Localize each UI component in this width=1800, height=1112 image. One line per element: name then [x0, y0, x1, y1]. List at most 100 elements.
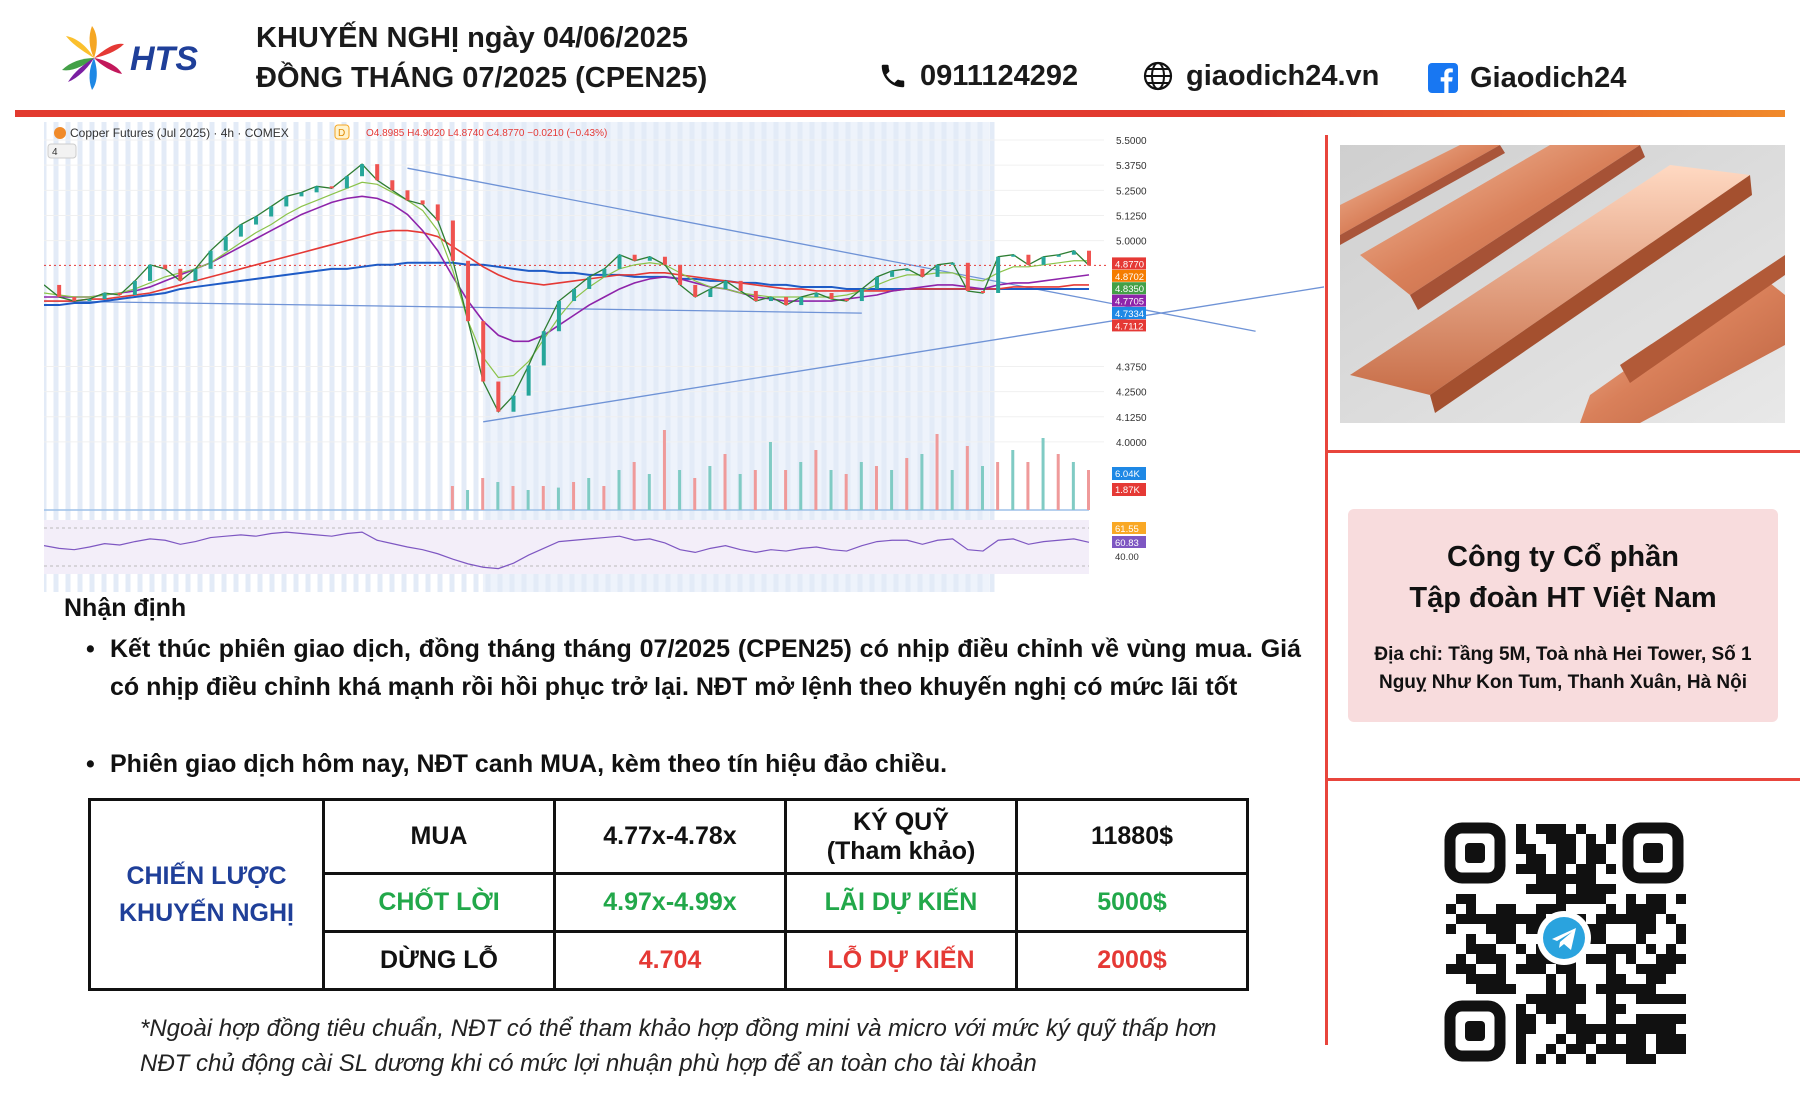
price-candle	[617, 254, 622, 269]
phone-icon	[881, 64, 905, 88]
indicator-count: 4	[52, 147, 58, 158]
qr-module	[1676, 934, 1686, 944]
qr-module	[1526, 924, 1536, 934]
qr-module	[1536, 854, 1546, 864]
price-candle	[905, 268, 910, 271]
hts-logo: HTS	[58, 22, 208, 94]
qr-module	[1446, 924, 1456, 934]
qr-module	[1516, 914, 1526, 924]
qr-module	[1546, 1004, 1556, 1014]
trendline	[43, 300, 862, 314]
volume-label: 1.87K	[1115, 485, 1140, 496]
rsi-label: 40.00	[1115, 552, 1139, 563]
qr-module	[1556, 884, 1566, 894]
price-candle	[375, 164, 380, 181]
price-label: 4.8702	[1115, 272, 1144, 283]
volume-bar	[738, 474, 742, 510]
website-link[interactable]: giaodich24.vn	[1142, 56, 1379, 96]
series-ma_slow	[44, 229, 1089, 302]
price-candle	[360, 164, 365, 177]
series-ma_fast	[43, 181, 1089, 379]
margin-value: 11880$	[1015, 798, 1249, 875]
qr-module	[1596, 884, 1606, 894]
price-candle	[481, 321, 486, 382]
qr-module	[1606, 824, 1616, 834]
qr-module	[1606, 964, 1616, 974]
qr-module	[1486, 974, 1496, 984]
price-label-box	[1112, 282, 1146, 295]
analysis-text-1: Kết thúc phiên giao dịch, đồng tháng thá…	[110, 635, 1301, 701]
qr-module	[1526, 994, 1536, 1004]
qr-module	[1566, 1044, 1576, 1054]
facebook-icon	[1428, 63, 1458, 93]
volume-bar	[1087, 470, 1090, 510]
qr-module	[1516, 944, 1526, 954]
qr-module	[1456, 954, 1466, 964]
qr-module	[1546, 1044, 1556, 1054]
qr-module	[1456, 894, 1466, 904]
qr-module	[1606, 1024, 1616, 1034]
qr-module	[1586, 854, 1596, 864]
volume-bar	[829, 470, 833, 510]
price-candle	[693, 284, 698, 298]
phone-contact[interactable]: 0911124292	[878, 56, 1078, 96]
qr-module	[1596, 1044, 1606, 1054]
price-candle	[1026, 254, 1031, 265]
price-chart[interactable]: 5.5000 5.3750 5.2500 5.1250 5.0000 4.3750 4.25…	[41, 122, 1362, 592]
price-label-box	[1112, 307, 1146, 320]
qr-module	[1646, 1014, 1656, 1024]
qr-module	[1626, 1044, 1636, 1054]
data-badge-label: D	[338, 128, 345, 139]
telegram-qr-code[interactable]	[1440, 818, 1688, 1066]
qr-module	[1666, 1034, 1676, 1044]
strategy-table: CHIẾN LƯỢC KHUYẾN NGHỊ MUA 4.77x-4.78x K…	[88, 798, 1249, 991]
qr-module	[1536, 884, 1546, 894]
qr-module	[1636, 914, 1646, 924]
series-ma_mid	[44, 195, 1090, 343]
qr-module	[1556, 894, 1566, 904]
price-label-box	[1112, 257, 1146, 270]
price-candle	[193, 268, 198, 281]
qr-module	[1586, 864, 1596, 874]
qr-module	[1496, 984, 1506, 994]
qr-module	[1596, 1024, 1606, 1034]
facebook-page: Giaodich24	[1470, 61, 1627, 94]
qr-module	[1496, 954, 1506, 964]
qr-module	[1556, 864, 1566, 874]
chart-symbol[interactable]: Copper Futures (Jul 2025) · 4h · COMEX	[70, 126, 289, 140]
y-tick-label: 4.3750	[1116, 362, 1147, 373]
qr-module	[1556, 1004, 1566, 1014]
volume-bar	[632, 462, 636, 510]
volume-bar	[450, 486, 454, 510]
price-candle	[647, 256, 652, 261]
volume-bar	[1071, 462, 1075, 510]
indicator-toggle[interactable]	[47, 143, 77, 159]
volume-bar	[935, 434, 939, 510]
company-address-line1: Địa chỉ: Tầng 5M, Toà nhà Hei Tower, Số …	[1374, 644, 1752, 665]
qr-module	[1606, 864, 1616, 874]
qr-module	[1576, 1034, 1586, 1044]
y-tick-label: 5.0000	[1116, 237, 1147, 248]
qr-module	[1566, 974, 1576, 984]
price-label-box	[1112, 269, 1146, 282]
qr-module	[1646, 1054, 1656, 1064]
volume-bar	[784, 470, 788, 510]
volume-bar	[874, 466, 878, 510]
price-label: 4.7334	[1115, 309, 1144, 320]
price-candle	[390, 180, 395, 191]
qr-module	[1566, 1024, 1576, 1034]
price-candle	[708, 288, 713, 298]
brand-name: HTS	[130, 40, 198, 78]
qr-module	[1646, 924, 1656, 934]
analysis-heading: Nhận định	[64, 594, 187, 622]
price-candle	[314, 186, 319, 193]
volume-bar	[980, 466, 984, 510]
expected-loss-value: 2000$	[1015, 930, 1249, 991]
price-candle	[511, 395, 516, 412]
price-candle	[1011, 254, 1016, 257]
price-candle	[768, 297, 773, 302]
price-candle	[738, 280, 743, 291]
qr-module	[1566, 834, 1576, 844]
facebook-link[interactable]: Giaodich24	[1428, 58, 1626, 98]
